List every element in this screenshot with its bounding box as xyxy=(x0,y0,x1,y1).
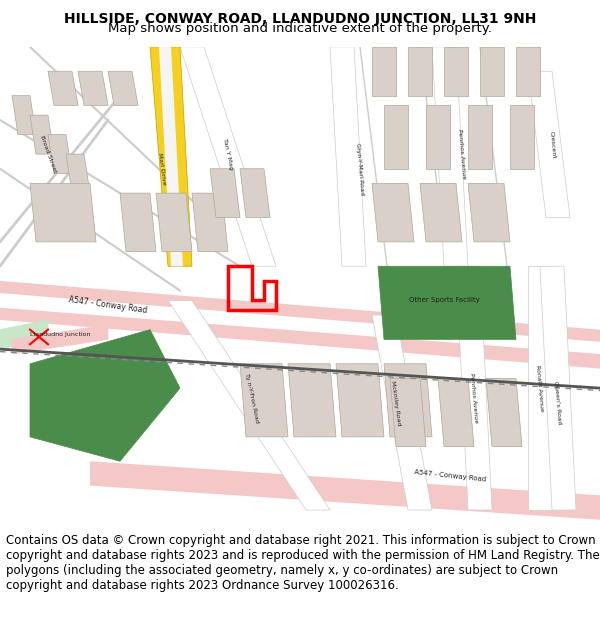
Polygon shape xyxy=(456,266,492,510)
Polygon shape xyxy=(288,364,336,437)
Text: Marl Drive: Marl Drive xyxy=(157,152,167,185)
Polygon shape xyxy=(330,47,366,266)
Polygon shape xyxy=(444,47,468,96)
Polygon shape xyxy=(156,193,192,252)
Polygon shape xyxy=(432,47,468,266)
Polygon shape xyxy=(426,106,450,169)
Polygon shape xyxy=(384,106,408,169)
Text: Contains OS data © Crown copyright and database right 2021. This information is : Contains OS data © Crown copyright and d… xyxy=(6,534,600,592)
Text: A547 - Conway Road: A547 - Conway Road xyxy=(414,469,486,482)
Polygon shape xyxy=(159,47,183,266)
Polygon shape xyxy=(0,293,600,354)
Polygon shape xyxy=(192,193,228,252)
Polygon shape xyxy=(486,378,522,447)
Polygon shape xyxy=(528,71,570,218)
Polygon shape xyxy=(384,364,432,437)
Text: Crescent: Crescent xyxy=(548,130,556,159)
Text: Queen's Road: Queen's Road xyxy=(554,381,562,425)
Text: HILLSIDE, CONWAY ROAD, LLANDUDNO JUNCTION, LL31 9NH: HILLSIDE, CONWAY ROAD, LLANDUDNO JUNCTIO… xyxy=(64,12,536,26)
Text: Ty n-Y-Fron Road: Ty n-Y-Fron Road xyxy=(244,372,260,423)
Polygon shape xyxy=(30,329,180,461)
Polygon shape xyxy=(390,378,426,447)
Polygon shape xyxy=(438,378,474,447)
Text: Mckniley Road: Mckniley Road xyxy=(391,380,401,426)
Text: Glyn-Y-Marl Road: Glyn-Y-Marl Road xyxy=(355,142,365,195)
Polygon shape xyxy=(30,115,54,154)
Polygon shape xyxy=(0,320,48,349)
Text: Penrhos Avenue: Penrhos Avenue xyxy=(457,129,467,179)
Polygon shape xyxy=(90,461,600,520)
Polygon shape xyxy=(240,169,270,217)
Polygon shape xyxy=(378,266,516,339)
Polygon shape xyxy=(48,71,78,106)
Polygon shape xyxy=(48,134,72,174)
Text: Broad Street: Broad Street xyxy=(39,134,57,174)
Polygon shape xyxy=(372,315,432,510)
Text: Ronald Avenue: Ronald Avenue xyxy=(535,364,545,412)
Polygon shape xyxy=(468,106,492,169)
Polygon shape xyxy=(168,301,330,510)
Polygon shape xyxy=(108,71,138,106)
Text: Llandudno Junction: Llandudno Junction xyxy=(30,332,90,337)
Text: Penrhos Avenue: Penrhos Avenue xyxy=(469,372,479,423)
Polygon shape xyxy=(150,47,192,266)
Polygon shape xyxy=(420,183,462,242)
Polygon shape xyxy=(408,47,432,96)
Polygon shape xyxy=(372,47,396,96)
Text: Map shows position and indicative extent of the property.: Map shows position and indicative extent… xyxy=(108,22,492,35)
Polygon shape xyxy=(516,47,540,96)
Polygon shape xyxy=(12,325,108,354)
Polygon shape xyxy=(336,364,384,437)
Text: Tan Y Mag: Tan Y Mag xyxy=(222,138,234,170)
Text: A547 - Conway Road: A547 - Conway Road xyxy=(68,295,148,315)
Text: Other Sports Facility: Other Sports Facility xyxy=(409,298,479,303)
Polygon shape xyxy=(30,183,96,242)
Polygon shape xyxy=(540,266,576,510)
Polygon shape xyxy=(240,364,288,437)
Polygon shape xyxy=(480,47,504,96)
Polygon shape xyxy=(12,96,36,134)
Polygon shape xyxy=(0,281,600,369)
Polygon shape xyxy=(66,154,90,193)
Polygon shape xyxy=(372,183,414,242)
Polygon shape xyxy=(180,47,276,266)
Polygon shape xyxy=(78,71,108,106)
Polygon shape xyxy=(210,169,240,217)
Polygon shape xyxy=(528,266,552,510)
Polygon shape xyxy=(510,106,534,169)
Polygon shape xyxy=(120,193,156,252)
Polygon shape xyxy=(468,183,510,242)
